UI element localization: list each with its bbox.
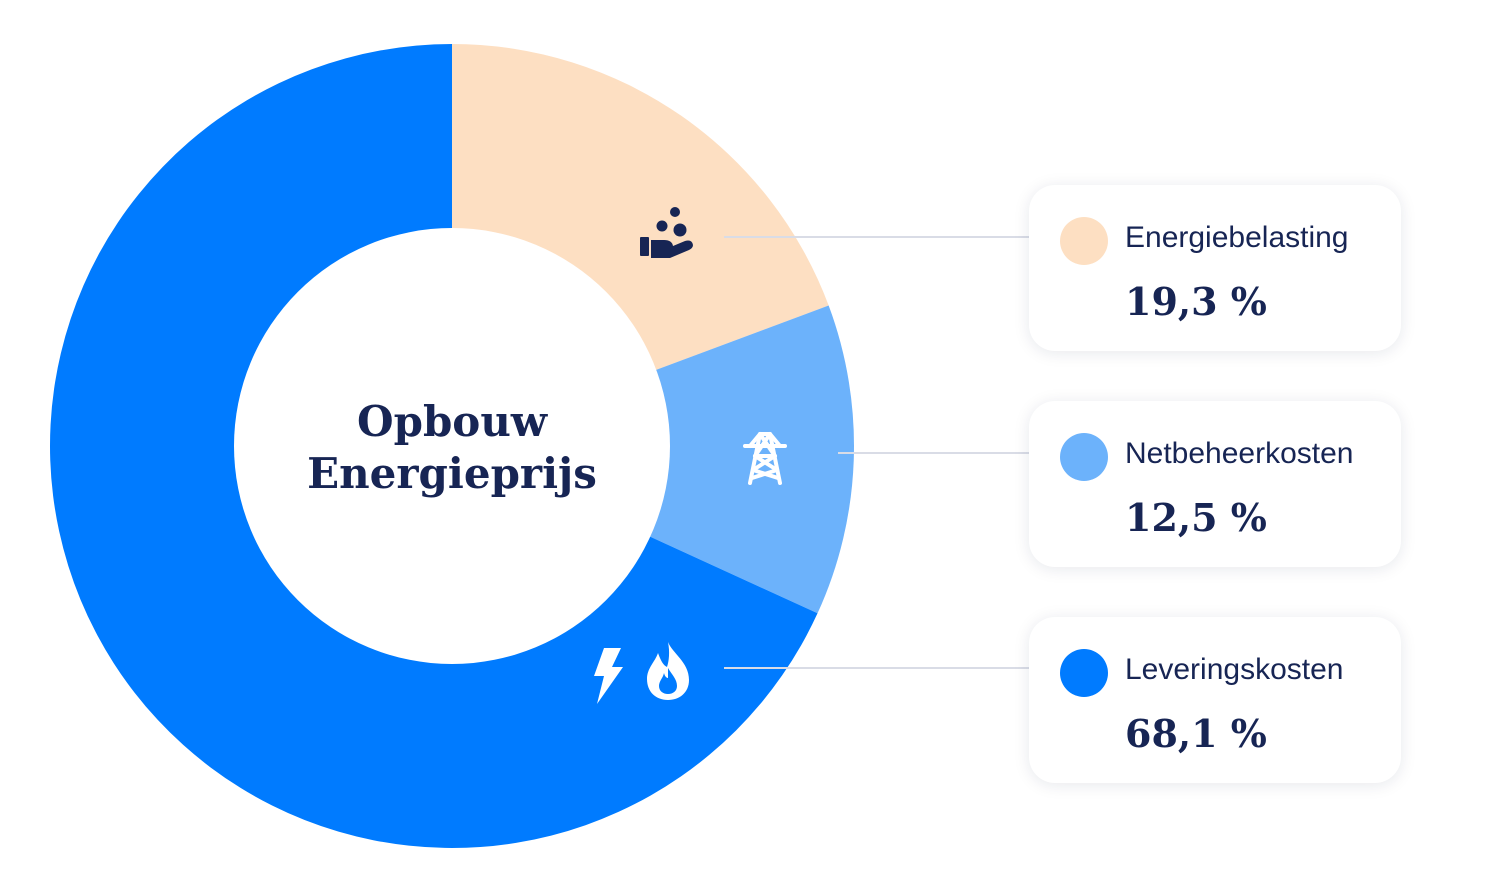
- legend-value-netbeheerkosten: 12,5 %: [1125, 495, 1267, 540]
- legend-label-leveringskosten: Leveringskosten: [1125, 653, 1344, 686]
- legend-card-leveringskosten: Leveringskosten 68,1 %: [1029, 617, 1401, 783]
- chart-center-title-line2: Energieprijs: [307, 449, 597, 498]
- donut-hole: [234, 228, 670, 664]
- legend-value-energiebelasting: 19,3 %: [1125, 279, 1267, 324]
- hand-coins-icon: [640, 207, 693, 258]
- legend-swatch-leveringskosten: [1060, 649, 1108, 697]
- legend-label-netbeheerkosten: Netbeheerkosten: [1125, 437, 1354, 470]
- legend-swatch-energiebelasting: [1060, 217, 1108, 265]
- lightning-flame-icon: [594, 642, 689, 704]
- legend-card-netbeheerkosten: Netbeheerkosten 12,5 %: [1029, 401, 1401, 567]
- legend-card-energiebelasting: Energiebelasting 19,3 %: [1029, 185, 1401, 351]
- chart-center-title-line1: Opbouw: [357, 397, 548, 446]
- legend-value-leveringskosten: 68,1 %: [1125, 711, 1267, 756]
- legend-label-energiebelasting: Energiebelasting: [1125, 221, 1349, 254]
- legend-swatch-netbeheerkosten: [1060, 433, 1108, 481]
- power-pylon-icon: [743, 432, 787, 485]
